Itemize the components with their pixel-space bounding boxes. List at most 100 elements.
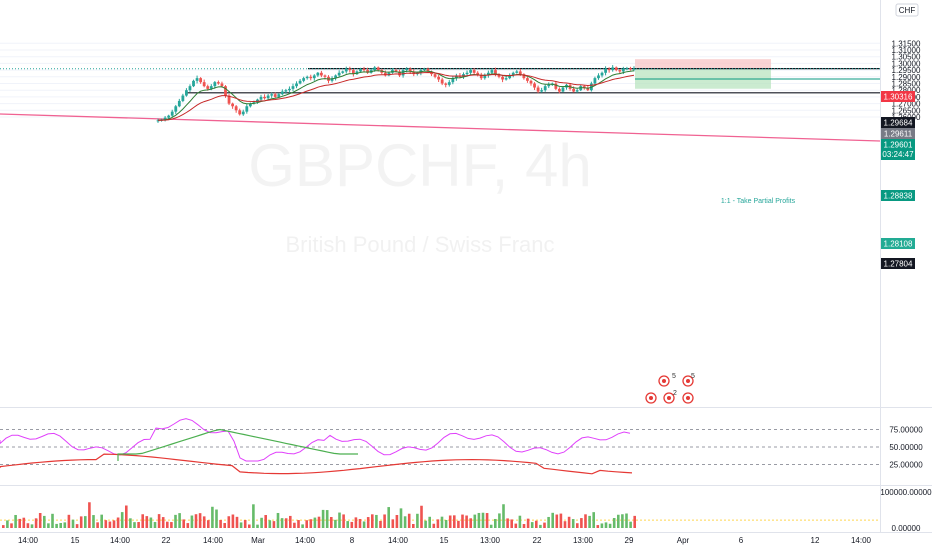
time-tick-label: 12 bbox=[811, 536, 820, 545]
volume-bar bbox=[375, 514, 378, 528]
time-tick-label: 14:00 bbox=[203, 536, 224, 545]
volume-bar bbox=[161, 517, 165, 528]
candle-body bbox=[231, 103, 234, 107]
volume-bar bbox=[186, 523, 190, 528]
volume-bar bbox=[284, 518, 288, 528]
candle-body bbox=[174, 106, 178, 112]
volume-bar bbox=[416, 513, 419, 528]
candle-body bbox=[167, 115, 171, 118]
time-axis[interactable]: 14:00 15 14:00 22 14:00 Mar 14:00 8 14:00 15 13:00… bbox=[18, 536, 872, 545]
candle-body bbox=[216, 82, 220, 84]
price-tick-label: 1.28500 bbox=[892, 80, 921, 89]
partial-price-text: 1.28838 bbox=[884, 192, 913, 201]
volume-bar bbox=[256, 524, 259, 528]
candle-body bbox=[273, 94, 277, 97]
oscillator-pane bbox=[0, 418, 880, 475]
target-price-badge bbox=[881, 238, 915, 249]
volume-bar bbox=[293, 522, 296, 528]
volume-bar bbox=[617, 514, 620, 528]
volume-bar bbox=[342, 514, 345, 528]
level-top-text: 1.29684 bbox=[884, 119, 913, 128]
event-flag-icon[interactable] bbox=[662, 379, 666, 383]
volume-bar bbox=[387, 507, 390, 528]
volume-bar bbox=[34, 518, 38, 528]
bar-countdown-text: 03:24:47 bbox=[882, 150, 914, 159]
candle-body bbox=[344, 68, 348, 72]
candle-body bbox=[312, 75, 316, 79]
volume-bar bbox=[432, 523, 436, 528]
volume-bar bbox=[264, 515, 267, 528]
volume-bar bbox=[194, 514, 198, 528]
candle-body bbox=[288, 88, 291, 91]
volume-bar bbox=[477, 512, 481, 528]
volume-bar bbox=[506, 518, 509, 528]
volume-bar bbox=[502, 504, 505, 528]
volume-bar bbox=[444, 520, 448, 528]
volume-bar bbox=[149, 517, 153, 528]
candle-body bbox=[241, 111, 245, 115]
volume-pane bbox=[0, 502, 880, 528]
event-flag-icon[interactable] bbox=[667, 396, 671, 400]
volume-bar bbox=[596, 525, 600, 528]
economic-events[interactable]: 5 5 2 bbox=[645, 373, 695, 404]
candle-body bbox=[472, 70, 476, 73]
volume-bar bbox=[588, 515, 591, 528]
time-tick-label: 14:00 bbox=[110, 536, 131, 545]
volume-tick-label: 100000.00000 bbox=[880, 488, 932, 497]
volume-bar bbox=[379, 520, 382, 528]
event-flag-icon[interactable] bbox=[686, 396, 690, 400]
candle-body bbox=[607, 68, 611, 71]
volume-bar bbox=[551, 512, 554, 528]
candle-body bbox=[320, 72, 323, 76]
candle-body bbox=[511, 72, 515, 76]
volume-bar bbox=[330, 516, 333, 528]
volume-bar bbox=[453, 515, 456, 528]
svg-text:2: 2 bbox=[673, 390, 677, 397]
candle-body bbox=[518, 71, 522, 75]
candle-body bbox=[206, 86, 210, 89]
volume-bar bbox=[301, 524, 304, 528]
last-price-text: 1.29601 bbox=[884, 141, 913, 150]
volume-bar bbox=[75, 524, 79, 528]
time-tick-label: Mar bbox=[251, 536, 265, 545]
volume-bar bbox=[407, 513, 411, 528]
time-tick-label: 6 bbox=[739, 536, 744, 545]
candle-body bbox=[156, 120, 160, 122]
volume-bar bbox=[580, 518, 583, 528]
candle-body bbox=[501, 76, 504, 80]
currency-badge[interactable] bbox=[895, 3, 919, 17]
candle-body bbox=[298, 80, 302, 84]
event-flag-icon[interactable] bbox=[649, 396, 653, 400]
candle-body bbox=[405, 68, 409, 71]
candle-body bbox=[220, 83, 224, 87]
candle-body bbox=[614, 67, 618, 71]
candle-body bbox=[476, 72, 480, 76]
candle-body bbox=[170, 111, 174, 116]
partial-price-badge bbox=[881, 190, 915, 201]
oscillator-green-line bbox=[117, 428, 358, 461]
volume-bar bbox=[137, 522, 140, 528]
candle-body bbox=[188, 86, 192, 91]
candle-body bbox=[199, 78, 203, 83]
candle-body bbox=[582, 86, 586, 88]
volume-bar bbox=[559, 513, 563, 528]
candle-body bbox=[600, 72, 604, 76]
volume-bar bbox=[276, 512, 280, 528]
volume-bar bbox=[604, 522, 608, 528]
time-tick-label: 13:00 bbox=[480, 536, 501, 545]
volume-bar bbox=[22, 517, 26, 528]
time-tick-label: 13:00 bbox=[573, 536, 594, 545]
volume-bar bbox=[420, 505, 423, 528]
volume-bar bbox=[539, 524, 542, 528]
volume-bar bbox=[88, 502, 91, 528]
position-tool[interactable] bbox=[635, 59, 880, 89]
volume-bar bbox=[555, 514, 559, 528]
volume-bar bbox=[174, 514, 177, 528]
level-mid-text: 1.29611 bbox=[884, 130, 913, 139]
volume-bar bbox=[268, 520, 272, 528]
candle-body bbox=[209, 86, 213, 89]
partial-profit-label: 1:1 - Take Partial Profits bbox=[721, 198, 796, 205]
event-flag-icon[interactable] bbox=[686, 379, 690, 383]
volume-bar bbox=[198, 513, 202, 528]
